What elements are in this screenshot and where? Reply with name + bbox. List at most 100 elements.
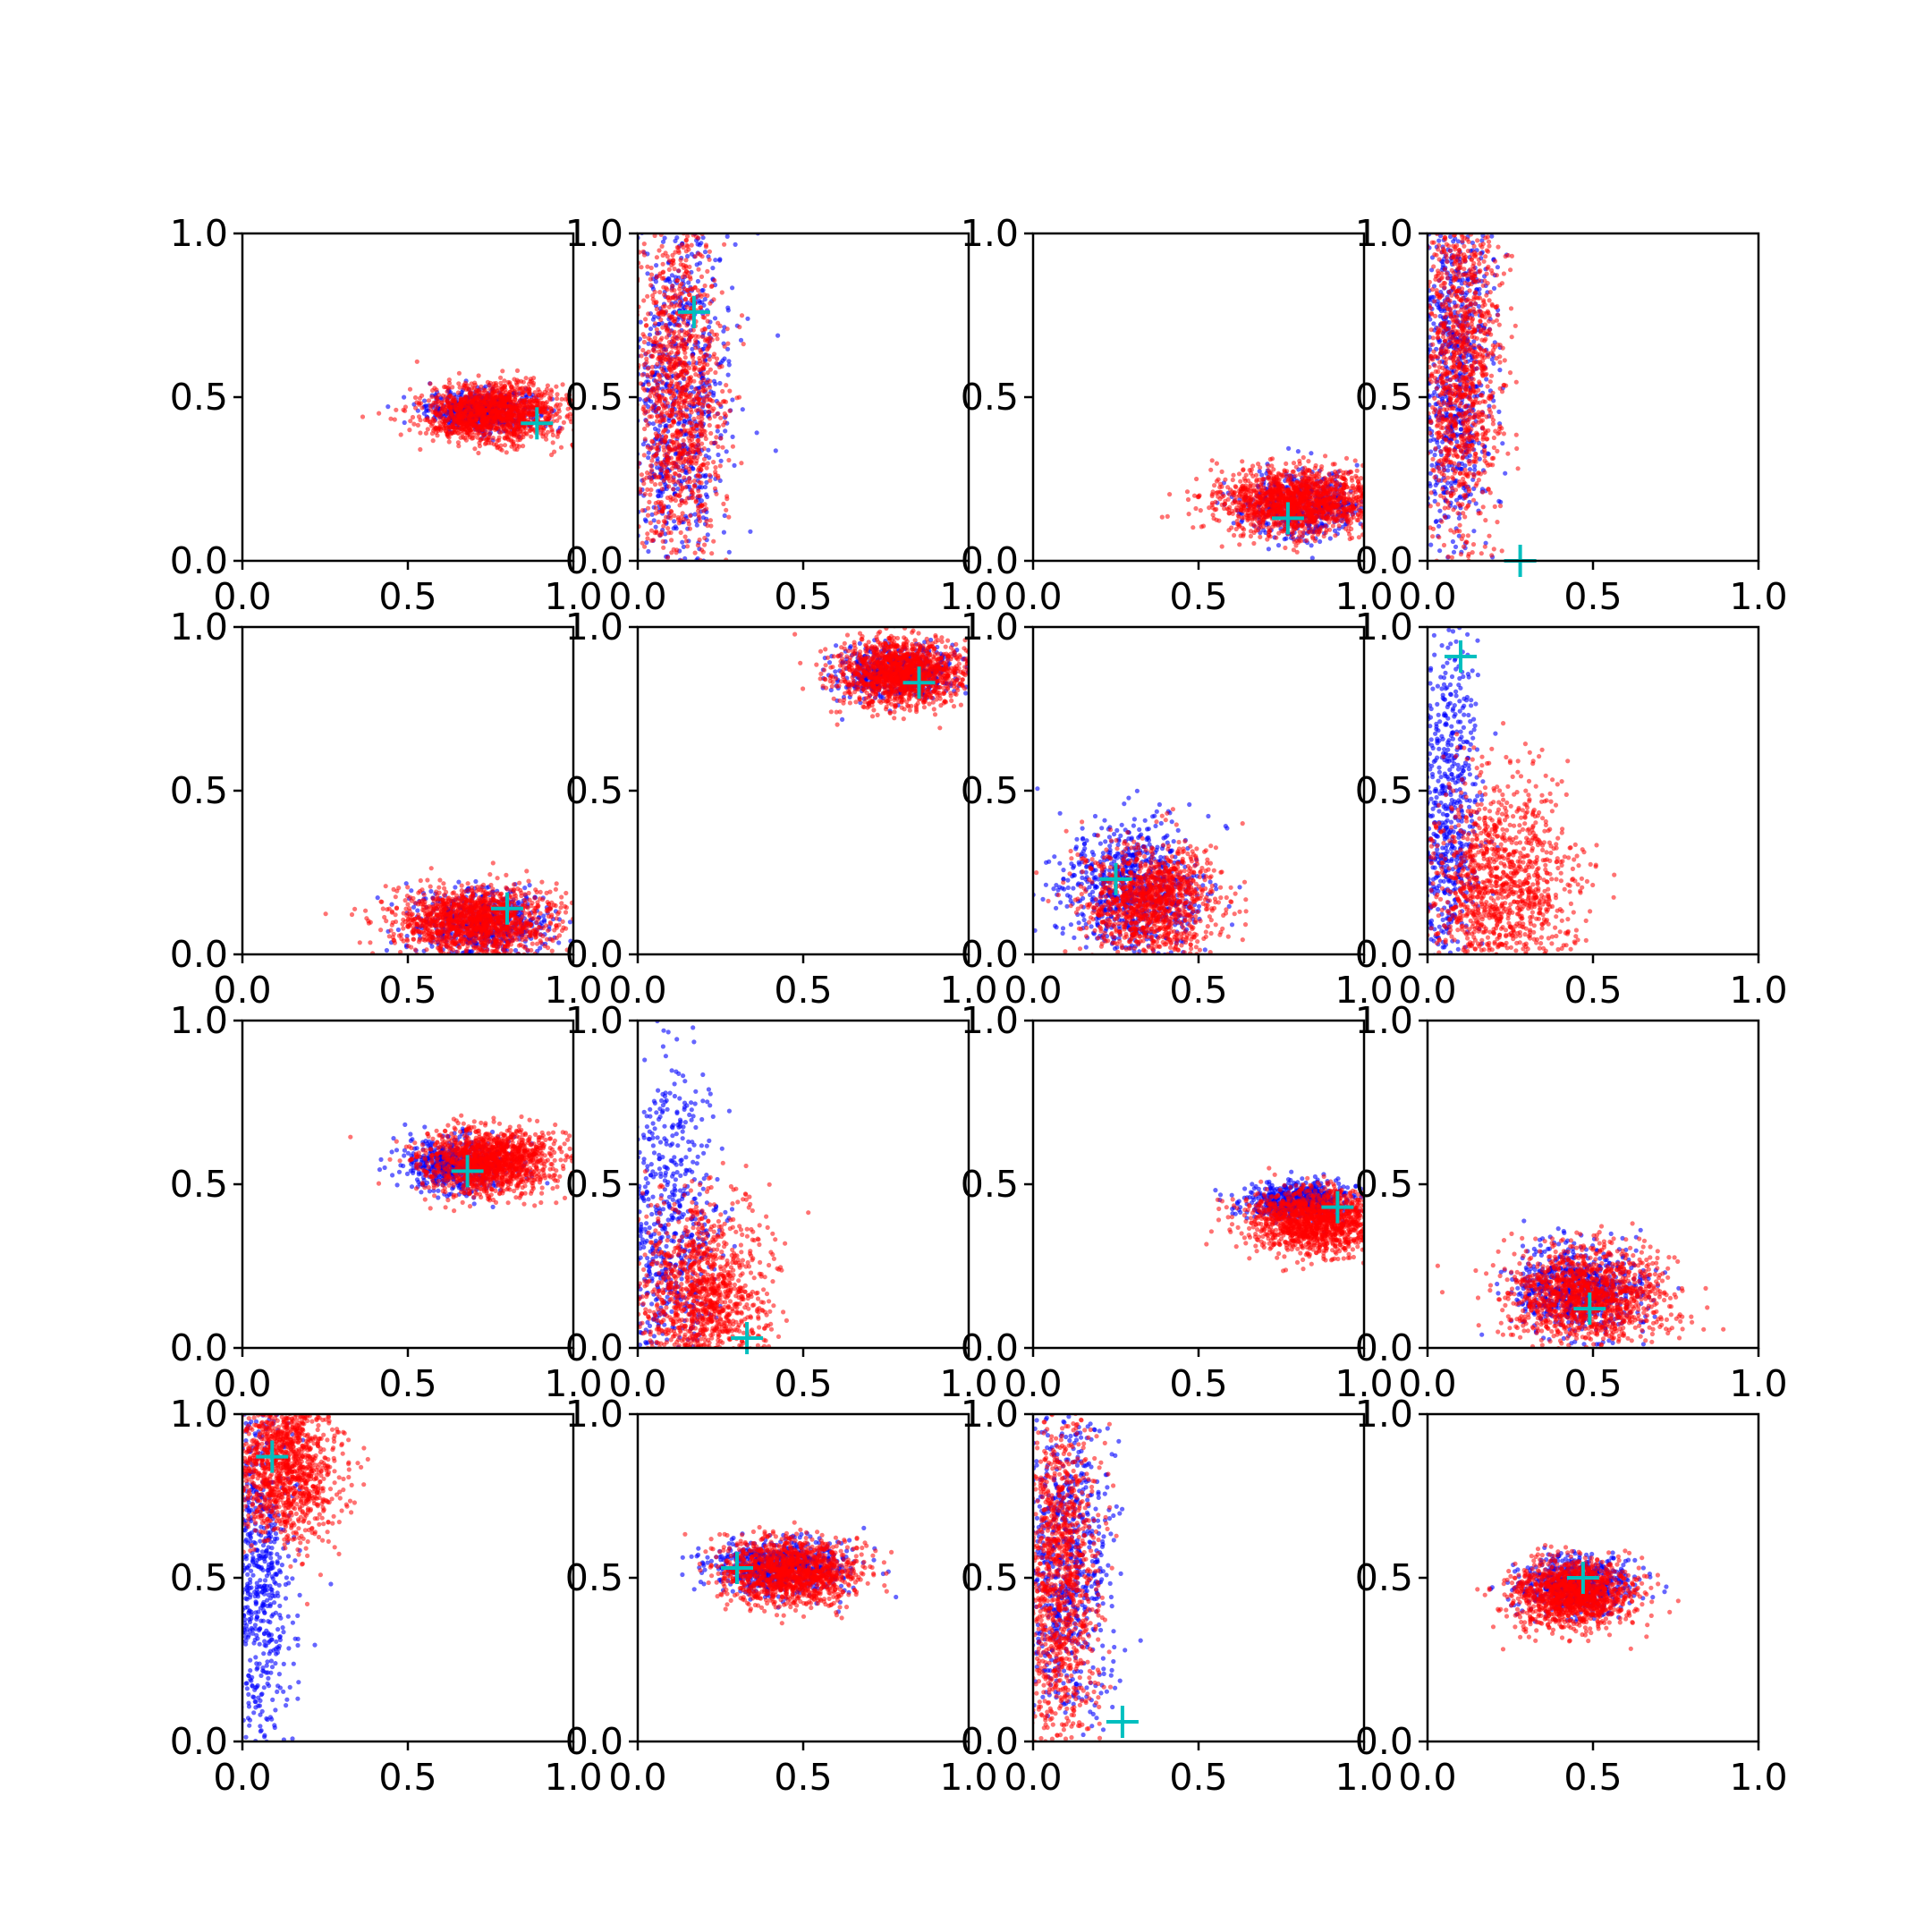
scatter-point [563,396,568,402]
scatter-point [640,442,647,447]
scatter-point [695,438,700,444]
scatter-point [543,433,549,438]
scatter-point [504,429,510,436]
scatter-point [697,355,702,361]
scatter-point [648,487,654,493]
scatter-point [664,411,670,416]
scatter-point [440,393,445,398]
scatter-point [640,406,646,412]
scatter-point [706,447,711,453]
scatter-point [660,261,665,267]
scatter-point [646,349,651,354]
scatter-point [687,476,692,481]
scatter-point [521,424,527,429]
scatter-point [440,403,446,410]
scatter-point [684,369,690,375]
scatter-point [699,367,704,372]
scatter-point [461,411,466,416]
scatter-point [1348,486,1353,491]
scatter-point [464,394,470,400]
scatter-point [645,487,650,493]
scatter-point [490,398,496,403]
scatter-point [414,359,419,364]
scatter-point [413,405,419,411]
scatter-point [663,348,669,353]
scatter-point [702,296,708,302]
scatter-point [673,375,679,380]
scatter-point [437,412,443,418]
scatter-point [536,386,541,392]
scatter-point [696,389,702,394]
scatter-point [700,235,706,241]
scatter-point [707,343,712,349]
scatter-point [705,318,710,324]
scatter-point [683,238,689,243]
scatter-point [659,530,665,535]
scatter-point [1165,513,1170,520]
scatter-point [721,328,726,334]
scatter-point [724,326,730,332]
scatter-point [660,304,665,309]
scatter-point [644,418,649,424]
scatter-point [394,407,399,412]
scatter-point [1284,461,1289,467]
scatter-point [458,397,464,402]
scatter-point [685,479,691,485]
scatter-point [706,409,711,414]
scatter-point [726,362,732,368]
scatter-point [687,526,693,531]
scatter-point [697,518,703,524]
scatter-point [514,390,520,395]
scatter-point [715,336,720,342]
scatter-point [541,427,547,432]
scatter-point [695,278,701,284]
scatter-point [674,278,680,284]
scatter-point [505,434,512,439]
scatter-point [549,452,555,458]
scatter-point [655,442,660,447]
scatter-point [650,292,656,299]
scatter-point [713,258,718,263]
scatter-point [654,445,659,452]
scatter-point [654,263,659,268]
scatter-point [665,454,670,460]
scatter-point [726,359,732,364]
scatter-point [455,390,461,395]
scatter-point [709,551,715,556]
scatter-point [502,378,507,384]
scatter-point [707,257,712,262]
scatter-point [523,376,529,381]
scatter-point [455,440,461,445]
scatter-point [658,499,665,505]
scatter-point [721,530,727,535]
scatter-point [418,430,423,436]
scatter-point [433,426,438,431]
scatter-point [640,540,645,546]
scatter-point [513,407,519,412]
scatter-point [657,337,664,343]
scatter-point [699,254,705,259]
scatter-point [456,413,462,419]
scatter-point [1258,465,1263,470]
scatter-point [493,426,499,431]
scatter-point [472,446,478,452]
scatter-point [435,433,440,438]
scatter-point [640,249,646,254]
scatter-point [671,487,676,492]
scatter-point [467,399,473,404]
scatter-point [1327,536,1333,541]
scatter-point [650,297,656,302]
series-red [1159,453,1364,555]
scatter-point [699,409,704,414]
scatter-point [775,333,781,338]
scatter-point [498,425,504,430]
scatter-point [1219,544,1224,549]
scatter-point [666,387,672,393]
scatter-point [683,538,690,544]
scatter-point [642,436,648,442]
scatter-point [711,354,716,360]
scatter-point [471,386,477,391]
scatter-point [360,414,366,419]
scatter-point [684,323,690,328]
scatter-point [462,403,467,409]
